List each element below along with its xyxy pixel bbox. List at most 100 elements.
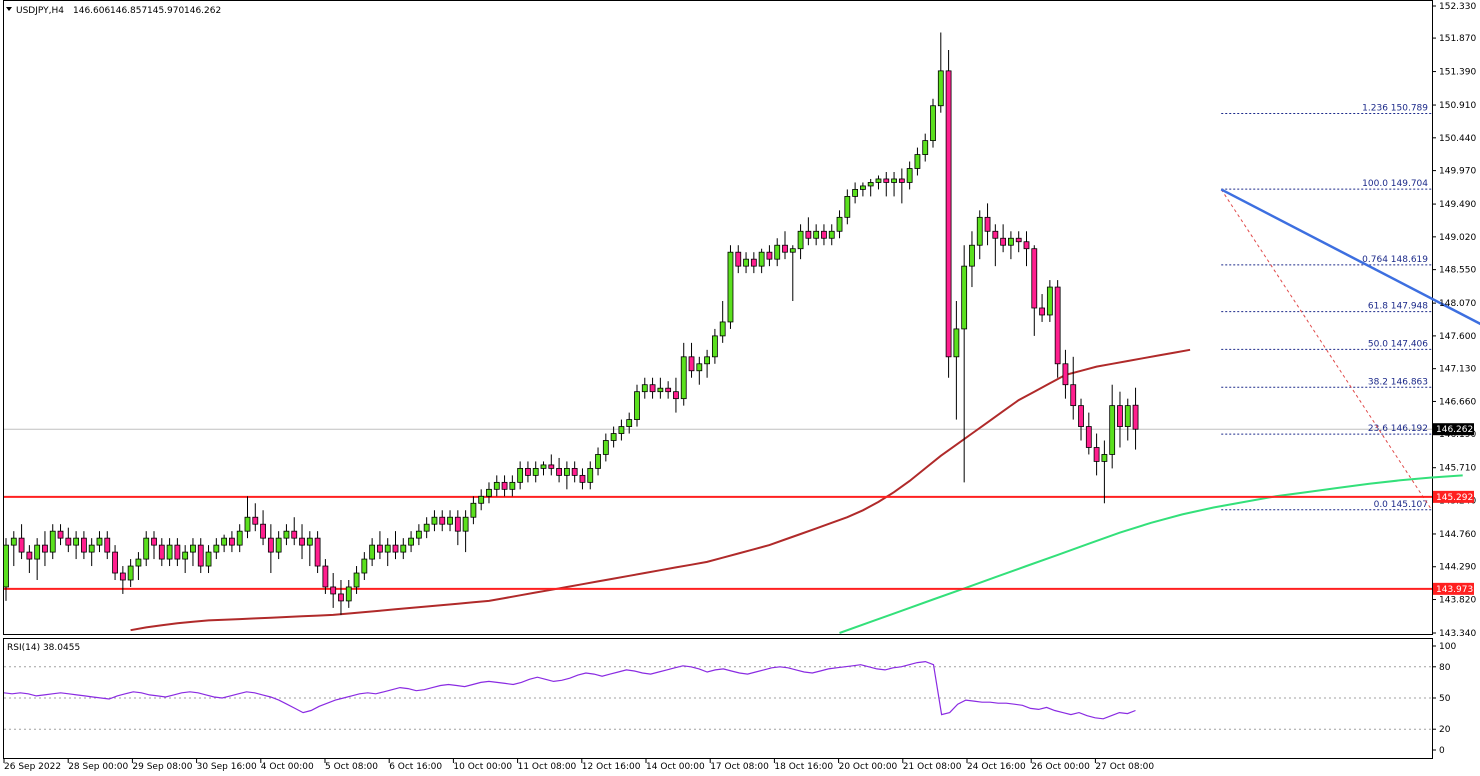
candle — [431, 510, 438, 532]
candle — [1000, 224, 1007, 253]
y-tick-label: 146.190 — [1439, 430, 1476, 440]
y-tick-label: 150.440 — [1439, 134, 1476, 144]
candles — [3, 32, 1139, 615]
rsi-indicator: 100 80 50 20 0 — [3, 642, 1456, 756]
candle — [836, 210, 843, 239]
candle — [532, 461, 539, 483]
candle-body — [135, 558, 142, 567]
candle-body — [797, 230, 804, 250]
candle-body — [945, 70, 952, 358]
candle — [26, 545, 33, 574]
candle-body — [1093, 447, 1100, 462]
candle — [735, 245, 742, 274]
candle-body — [906, 168, 913, 183]
x-tick-label: 26 Oct 00:00 — [1031, 762, 1090, 772]
candle-body — [34, 544, 41, 560]
dropdown-triangle-icon[interactable] — [6, 7, 12, 11]
candle — [197, 538, 204, 574]
x-tick-label: 14 Oct 00:00 — [646, 762, 705, 772]
candle — [688, 342, 695, 378]
candle-body — [750, 258, 757, 267]
candle-body — [377, 544, 383, 553]
x-tick-label: 30 Sep 16:00 — [197, 762, 257, 772]
x-tick-label: 29 Sep 08:00 — [132, 762, 192, 772]
candle — [1109, 384, 1116, 469]
candle — [969, 231, 975, 288]
y-tick-label: 146.660 — [1439, 397, 1476, 407]
rsi-pane[interactable] — [3, 638, 1433, 759]
y-tick-label: 147.130 — [1439, 365, 1476, 375]
candle — [205, 545, 212, 574]
candle-body — [267, 537, 274, 553]
candle-body — [353, 572, 360, 588]
candle-body — [641, 384, 648, 393]
candle-body — [283, 530, 290, 539]
candle-body — [525, 468, 531, 476]
candle-body — [704, 356, 710, 365]
candle-body — [1132, 404, 1139, 430]
candle-body — [556, 468, 562, 476]
rsi-line — [3, 660, 1136, 720]
candle — [275, 531, 282, 560]
candle — [112, 545, 118, 580]
high-value: 146.857 — [110, 6, 147, 16]
candle — [1078, 398, 1084, 441]
candle — [719, 301, 726, 343]
candle — [470, 496, 477, 525]
candle-body — [369, 544, 376, 560]
candle — [984, 203, 991, 246]
candle — [143, 531, 150, 567]
rsi-tick-label: 80 — [1439, 663, 1451, 673]
candle-body — [439, 516, 446, 525]
candle — [867, 178, 874, 197]
candle-body — [299, 537, 305, 546]
candle-body — [112, 551, 118, 574]
trendlines — [1220, 188, 1480, 326]
candle — [758, 248, 765, 274]
level-price-tag — [1433, 490, 1474, 503]
candle — [556, 457, 562, 483]
candle — [704, 349, 710, 378]
candle-body — [969, 244, 975, 267]
candle-body — [190, 544, 196, 553]
candle-body — [1000, 237, 1007, 246]
y-tick-label: 144.760 — [1439, 530, 1476, 540]
candle — [571, 461, 578, 483]
x-tick-label: 27 Oct 08:00 — [1095, 762, 1154, 772]
candle-body — [26, 551, 33, 560]
candle — [1031, 245, 1038, 336]
candle-body — [805, 230, 812, 239]
candle-body — [470, 502, 477, 518]
candle — [49, 524, 56, 560]
candle-body — [119, 572, 126, 581]
y-tick-label: 143.820 — [1439, 596, 1476, 606]
candle — [540, 461, 547, 476]
candle-body — [151, 537, 157, 546]
candle-body — [867, 182, 874, 187]
candle — [10, 531, 17, 567]
candle — [330, 573, 337, 608]
candle — [1023, 231, 1030, 267]
candle-body — [696, 363, 703, 372]
candle — [898, 168, 905, 204]
time-axis[interactable]: 26 Sep 2022 28 Sep 00:00 29 Sep 08:00 30 Se… — [3, 759, 1154, 772]
candle-body — [587, 468, 594, 483]
candle — [73, 531, 80, 560]
candle — [65, 527, 72, 553]
price-tag-label: 146.262 — [1436, 425, 1473, 435]
candle-body — [548, 464, 555, 469]
price-axis[interactable]: 152.330 151.870 151.390 150.910 150.440 149.9… — [1432, 2, 1476, 639]
candle-body — [454, 516, 461, 532]
candle — [369, 538, 376, 567]
y-tick-label: 150.910 — [1439, 101, 1476, 111]
candle-body — [260, 523, 266, 539]
candle-body — [1046, 286, 1053, 316]
candle-body — [158, 544, 165, 560]
candle — [587, 461, 594, 490]
candle — [408, 531, 414, 553]
price-pane[interactable] — [3, 0, 1433, 635]
candle-body — [501, 481, 508, 490]
chart-header: USDJPY,H4 146.606 146.857 145.970 146.26… — [6, 6, 221, 16]
candle-body — [330, 586, 337, 595]
